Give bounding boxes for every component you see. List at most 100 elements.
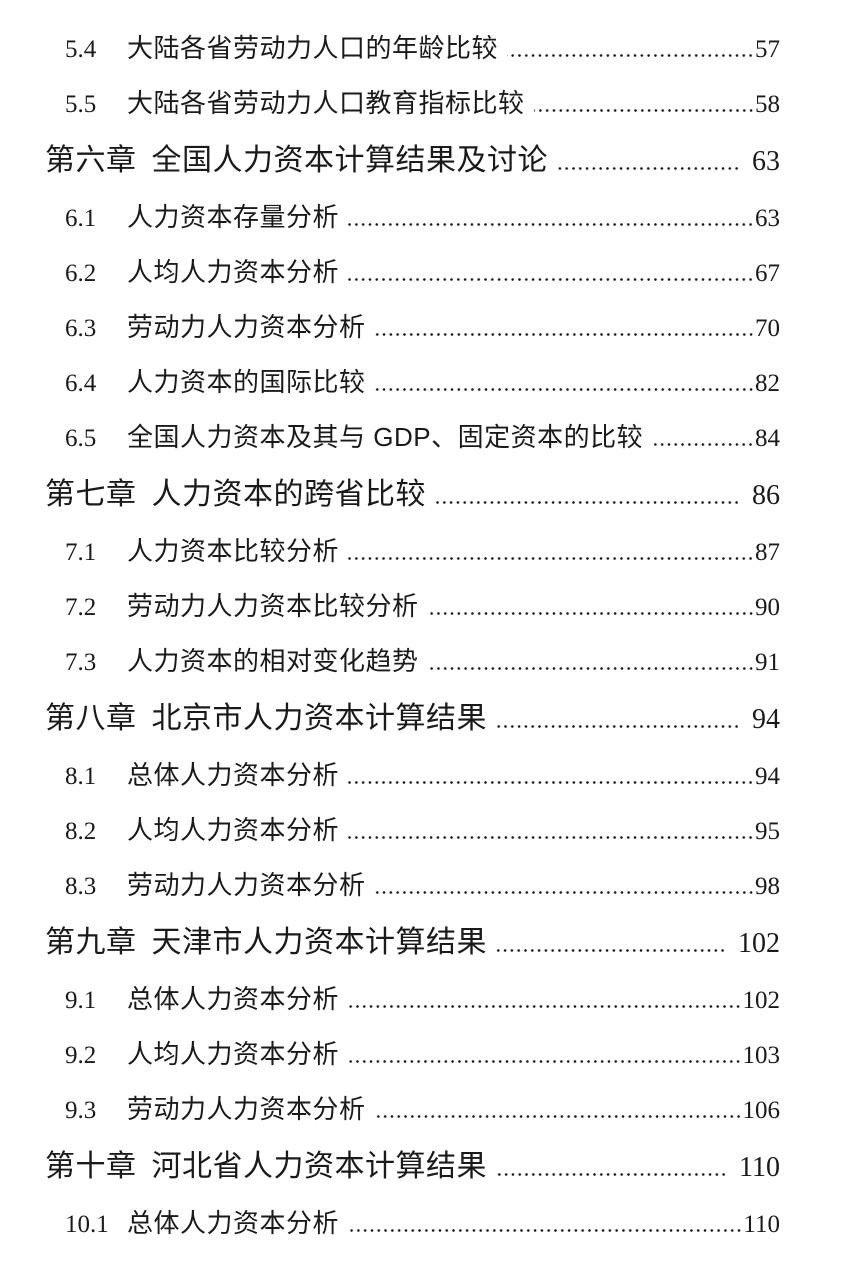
dot-leader	[652, 443, 754, 446]
dot-leader	[348, 836, 754, 839]
page-number: 94	[755, 763, 780, 790]
section-number: 6.2	[65, 260, 97, 287]
entry-title: 人均人力资本分析	[127, 815, 340, 845]
toc-row-section: 6.3 劳动力人力资本分析 70	[45, 314, 780, 342]
dot-leader	[507, 54, 754, 57]
section-number: 7.1	[65, 539, 97, 566]
entry-title: 人力资本存量分析	[127, 202, 340, 232]
dot-leader	[533, 109, 754, 112]
entry-title: 大陆各省劳动力人口的年龄比较	[127, 33, 499, 63]
toc-row-section: 6.5 全国人力资本及其与 GDP、固定资本的比较 84	[45, 424, 780, 452]
chapter-number: 第十章	[45, 1150, 137, 1183]
entry-title: 劳动力人力资本比较分析	[127, 591, 419, 621]
section-number: 9.3	[65, 1097, 97, 1124]
toc-list: 5.4 大陆各省劳动力人口的年龄比较 57 5.5 大陆各省劳动力人口教育指标比…	[45, 35, 780, 1238]
toc-row-section: 7.1 人力资本比较分析 87	[45, 538, 780, 566]
toc-row-section: 8.3 劳动力人力资本分析 98	[45, 872, 780, 900]
dot-leader	[374, 1115, 742, 1118]
toc-row-section: 9.3 劳动力人力资本分析 106	[45, 1096, 780, 1124]
dot-leader	[435, 501, 740, 504]
page-number: 94	[752, 704, 780, 735]
dot-leader	[427, 667, 754, 670]
dot-leader	[348, 278, 754, 281]
entry-title: 总体人力资本分析	[127, 984, 340, 1014]
section-number: 7.2	[65, 594, 97, 621]
entry-title: 人力资本的相对变化趋势	[127, 646, 419, 676]
toc-row-chapter: 第七章 人力资本的跨省比较 86	[45, 479, 780, 511]
dot-leader	[374, 333, 754, 336]
page-number: 87	[755, 539, 780, 566]
page-number: 110	[739, 1152, 780, 1183]
entry-title: 人均人力资本分析	[127, 1039, 340, 1069]
dot-leader	[496, 725, 740, 728]
section-number: 5.4	[65, 36, 97, 63]
dot-leader	[348, 557, 754, 560]
page-number: 102	[738, 928, 780, 959]
toc-row-section: 10.1 总体人力资本分析 110	[45, 1210, 780, 1238]
toc-row-section: 8.1 总体人力资本分析 94	[45, 762, 780, 790]
toc-row-chapter: 第八章 北京市人力资本计算结果 94	[45, 703, 780, 735]
page-number: 63	[752, 146, 780, 177]
toc-row-section: 6.1 人力资本存量分析 63	[45, 204, 780, 232]
entry-title: 劳动力人力资本分析	[127, 1094, 366, 1124]
section-number: 8.1	[65, 763, 97, 790]
dot-leader	[557, 167, 740, 170]
toc-row-section: 6.2 人均人力资本分析 67	[45, 259, 780, 287]
page-number: 91	[755, 649, 780, 676]
entry-title: 人力资本的跨省比较	[151, 478, 426, 511]
dot-leader	[496, 1173, 728, 1176]
page-number: 95	[755, 818, 780, 845]
page-number: 67	[755, 260, 780, 287]
section-number: 6.1	[65, 205, 97, 232]
toc-row-section: 7.3 人力资本的相对变化趋势 91	[45, 648, 780, 676]
section-number: 6.3	[65, 315, 97, 342]
section-number: 9.2	[65, 1042, 97, 1069]
chapter-number: 第七章	[45, 478, 137, 511]
section-number: 7.3	[65, 649, 97, 676]
toc-row-chapter: 第九章 天津市人力资本计算结果 102	[45, 927, 780, 959]
entry-title: 劳动力人力资本分析	[127, 312, 366, 342]
entry-title: 全国人力资本及其与 GDP、固定资本的比较	[127, 422, 644, 452]
toc-row-section: 6.4 人力资本的国际比较 82	[45, 369, 780, 397]
page-number: 58	[755, 91, 780, 118]
page-number: 98	[755, 873, 780, 900]
toc-row-chapter: 第六章 全国人力资本计算结果及讨论 63	[45, 145, 780, 177]
page-number: 63	[755, 205, 780, 232]
section-number: 8.3	[65, 873, 97, 900]
dot-leader	[348, 781, 754, 784]
entry-title: 人均人力资本分析	[127, 257, 340, 287]
page-number: 90	[755, 594, 780, 621]
page-number: 82	[755, 370, 780, 397]
entry-title: 人力资本的国际比较	[127, 367, 366, 397]
entry-title: 大陆各省劳动力人口教育指标比较	[127, 88, 525, 118]
entry-title: 总体人力资本分析	[127, 1208, 340, 1238]
dot-leader	[348, 223, 754, 226]
entry-title: 劳动力人力资本分析	[127, 870, 366, 900]
toc-row-section: 8.2 人均人力资本分析 95	[45, 817, 780, 845]
section-number: 9.1	[65, 987, 97, 1014]
entry-title: 全国人力资本计算结果及讨论	[151, 144, 548, 177]
section-number: 6.4	[65, 370, 97, 397]
section-number: 5.5	[65, 91, 97, 118]
entry-title: 河北省人力资本计算结果	[151, 1150, 487, 1183]
entry-title: 北京市人力资本计算结果	[151, 702, 487, 735]
chapter-number: 第九章	[45, 926, 137, 959]
toc-row-section: 7.2 劳动力人力资本比较分析 90	[45, 593, 780, 621]
section-number: 10.1	[65, 1211, 109, 1238]
page-number: 103	[742, 1042, 781, 1069]
entry-title: 天津市人力资本计算结果	[151, 926, 487, 959]
chapter-number: 第六章	[45, 144, 137, 177]
page-number: 70	[755, 315, 780, 342]
dot-leader	[348, 1060, 742, 1063]
entry-title: 总体人力资本分析	[127, 760, 340, 790]
dot-leader	[348, 1229, 743, 1232]
entry-title: 人力资本比较分析	[127, 536, 340, 566]
page-number: 86	[752, 480, 780, 511]
section-number: 8.2	[65, 818, 97, 845]
toc-row-section: 5.4 大陆各省劳动力人口的年龄比较 57	[45, 35, 780, 63]
dot-leader	[348, 1005, 742, 1008]
chapter-number: 第八章	[45, 702, 137, 735]
toc-row-chapter: 第十章 河北省人力资本计算结果 110	[45, 1151, 780, 1183]
toc-row-section: 9.2 人均人力资本分析 103	[45, 1041, 780, 1069]
